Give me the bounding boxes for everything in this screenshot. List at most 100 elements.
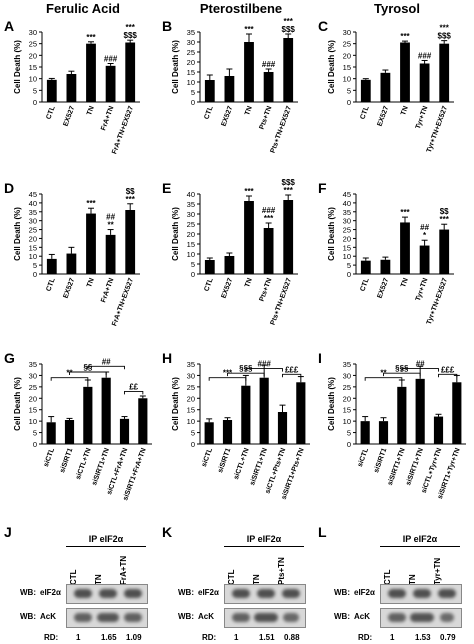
significance-label: * — [423, 231, 427, 240]
blot-band — [413, 589, 431, 598]
significance-bracket — [401, 368, 439, 372]
bracket-label: £££ — [441, 365, 455, 374]
category-label: Tyr+TN+EX527 — [426, 277, 449, 325]
panel-letter: B — [162, 18, 173, 34]
significance-label: $$$ — [282, 178, 296, 187]
y-tick-label: 15 — [343, 243, 351, 252]
y-tick-label: 10 — [29, 252, 37, 261]
chart-panel-c: C 0 5 10 15 20 25 30 Cell Death (%) CTL EX527 TN ***… — [318, 18, 458, 154]
y-tick-label: 25 — [343, 40, 351, 49]
bracket-label: ## — [416, 360, 425, 369]
category-label: EX527 — [63, 277, 77, 299]
y-tick-label: 5 — [347, 86, 351, 95]
bar — [204, 260, 215, 274]
significance-label: ### — [104, 55, 118, 64]
bar — [283, 200, 294, 274]
y-tick-label: 30 — [343, 371, 351, 380]
category-label: FrA+TN — [100, 277, 115, 303]
blot-band — [253, 613, 279, 622]
bracket-label: ## — [102, 357, 111, 366]
y-tick-label: 20 — [343, 234, 351, 243]
blot-band — [99, 589, 117, 598]
y-axis-label: Cell Death (%) — [171, 207, 180, 261]
panel-letter: D — [4, 180, 15, 196]
bar — [419, 63, 430, 102]
category-label: TN — [86, 277, 96, 288]
bar — [400, 42, 410, 102]
y-tick-label: 30 — [343, 28, 351, 37]
category-label: Tyr+TN — [415, 277, 430, 302]
y-axis-label: Cell Death (%) — [327, 377, 336, 431]
y-axis-label: Cell Death (%) — [171, 377, 180, 431]
y-tick-label: 35 — [29, 360, 37, 369]
rd-label: RD: — [358, 633, 373, 642]
y-tick-label: 15 — [187, 68, 195, 77]
chart-panel-d: D 0 5 10 15 20 25 30 35 40 45 Cell Death (%) CTL EX52… — [4, 180, 144, 327]
significance-label: ## — [106, 213, 115, 222]
bar — [397, 386, 407, 444]
bar — [86, 213, 96, 274]
wb-label: WB: — [178, 588, 194, 597]
panel-letter: I — [318, 350, 322, 366]
significance-label: *** — [126, 195, 136, 204]
y-tick-label: 30 — [29, 371, 37, 380]
bar — [439, 229, 450, 274]
y-tick-label: 0 — [191, 440, 195, 449]
rd-value: 0.79 — [440, 633, 456, 642]
y-tick-label: 20 — [187, 394, 195, 403]
significance-bracket — [245, 368, 283, 372]
y-tick-label: 35 — [187, 200, 195, 209]
bar — [380, 72, 391, 102]
category-label: TN — [244, 105, 254, 116]
y-tick-label: 35 — [343, 208, 351, 217]
lane-label: CTL — [69, 569, 78, 585]
significance-label: *** — [284, 186, 294, 195]
blot-band — [438, 589, 456, 598]
category-label: EX527 — [377, 277, 391, 299]
y-axis-label: Cell Death (%) — [171, 40, 180, 94]
y-tick-label: 30 — [29, 217, 37, 226]
panel-letter: E — [162, 180, 172, 196]
chart-panel-h: H 0 5 10 15 20 25 30 35 Cell Death (%) siCTL siSIRT… — [162, 350, 314, 504]
significance-label: ### — [262, 60, 276, 69]
column-title-pterostilbene: Pterostilbene — [199, 1, 283, 16]
bar — [46, 258, 57, 274]
panel-letter: G — [4, 350, 15, 366]
y-tick-label: 15 — [343, 406, 351, 415]
y-tick-label: 20 — [29, 394, 37, 403]
y-tick-label: 35 — [29, 208, 37, 217]
y-tick-label: 5 — [347, 261, 351, 270]
column-title-tyrosol: Tyrosol — [374, 1, 420, 16]
significance-label: ** — [107, 221, 114, 230]
significance-label: *** — [440, 215, 450, 224]
y-tick-label: 20 — [343, 394, 351, 403]
category-label: TN — [86, 105, 96, 116]
category-label: siSIRT1 — [373, 447, 388, 474]
bar — [105, 234, 116, 274]
rd-value: 1 — [234, 633, 239, 642]
bar — [64, 420, 75, 444]
y-axis-label: Cell Death (%) — [13, 40, 22, 94]
blot-band — [124, 589, 142, 598]
y-tick-label: 35 — [187, 28, 195, 37]
category-label: CTL — [203, 105, 214, 121]
bar — [244, 42, 254, 102]
panel-letter: A — [4, 18, 15, 34]
y-tick-label: 20 — [187, 58, 195, 67]
bar — [259, 377, 269, 444]
y-axis-label: Cell Death (%) — [327, 40, 336, 94]
y-tick-label: 25 — [29, 383, 37, 392]
bar — [224, 256, 235, 274]
antibody-label: eIF2α — [198, 588, 219, 597]
bar — [66, 253, 77, 274]
y-tick-label: 40 — [187, 190, 195, 199]
blot-band — [410, 613, 434, 622]
y-tick-label: 25 — [29, 226, 37, 235]
lane-label: CTL — [383, 569, 392, 585]
category-label: siCTL — [201, 447, 214, 468]
